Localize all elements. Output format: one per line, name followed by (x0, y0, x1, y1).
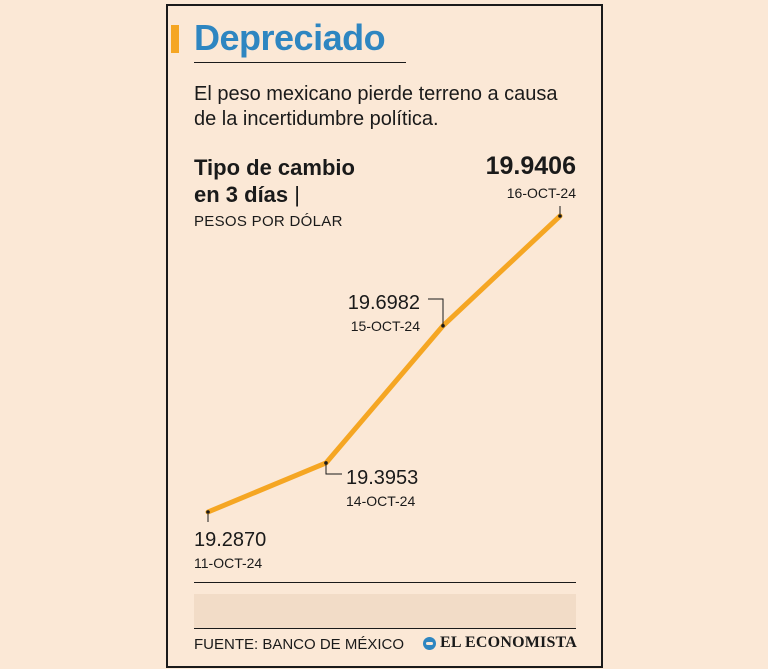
globe-icon (423, 636, 436, 650)
data-label-value-3: 19.6982 (348, 292, 420, 314)
title-accent-bar (171, 25, 179, 53)
infographic-card: Depreciado El peso mexicano pierde terre… (166, 4, 603, 668)
change-bar (194, 594, 576, 628)
line-chart: 19.2870 11-OCT-24 19.3953 14-OCT-24 19.6982 1… (194, 152, 576, 622)
data-label-date-4: 16-OCT-24 (507, 185, 576, 201)
chart-units: PESOS POR DÓLAR (194, 213, 343, 230)
chart-title: Tipo de cambio en 3 días | (194, 154, 355, 208)
title-underline (194, 62, 406, 63)
leader-line-2 (325, 462, 342, 475)
source-note: FUENTE: BANCO DE MÉXICO (194, 636, 405, 653)
brand-name: EL ECONOMISTA (440, 634, 577, 651)
divider-bottom (194, 628, 576, 629)
data-point-1 (206, 510, 210, 514)
data-label-date-2: 14-OCT-24 (346, 493, 415, 509)
chart-title-separator: | (294, 182, 300, 207)
divider-top (194, 582, 576, 583)
data-label-date-3: 15-OCT-24 (351, 318, 420, 334)
data-point-4 (558, 214, 562, 218)
chart-title-line1: Tipo de cambio (194, 155, 355, 180)
series-line (205, 213, 563, 515)
page-title: Depreciado (194, 17, 386, 58)
chart-title-line2-text: en 3 días (194, 182, 289, 207)
leader-line-3 (428, 298, 444, 326)
chart-title-line2: en 3 días | (194, 181, 355, 208)
subtitle: El peso mexicano pierde terreno a causa … (194, 83, 558, 130)
data-label-value-1: 19.2870 (194, 529, 266, 551)
brand-logo: EL ECONOMISTA (423, 634, 577, 652)
data-label-value-2: 19.3953 (346, 467, 418, 489)
data-label-date-1: 11-OCT-24 (194, 555, 262, 571)
data-label-value-4: 19.9406 (486, 152, 576, 180)
